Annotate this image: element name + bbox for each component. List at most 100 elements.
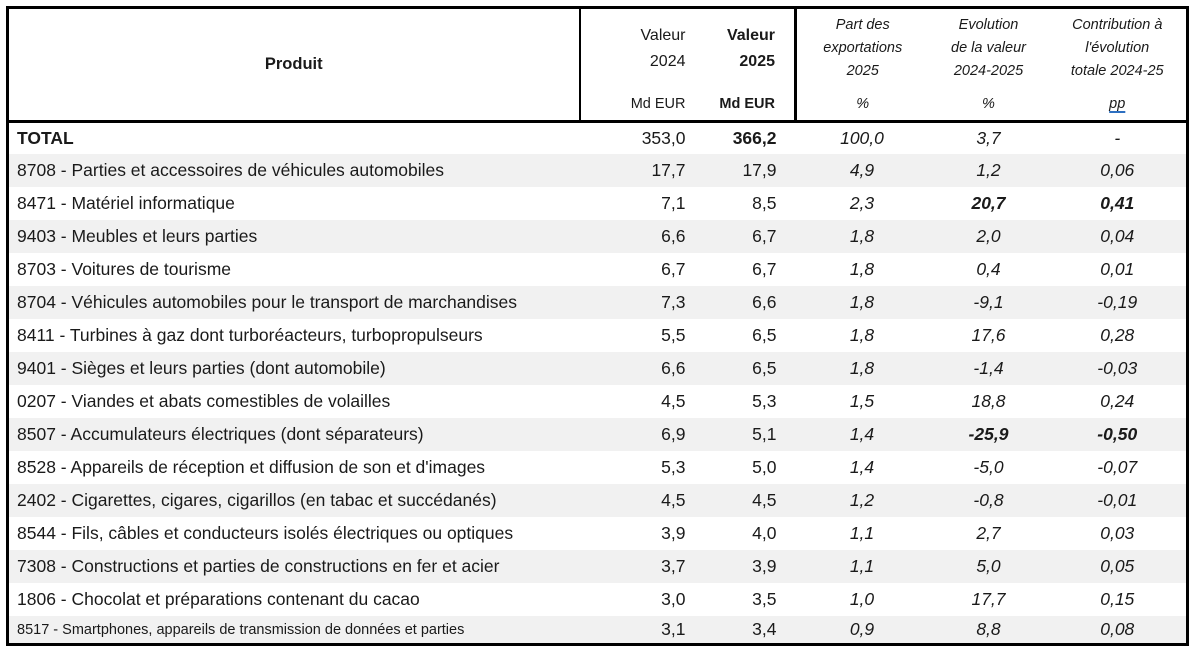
cell-contribution: 0,05 bbox=[1100, 556, 1135, 576]
cell-valeur-2025: 6,5 bbox=[752, 325, 777, 345]
cell-valeur-2025: 4,0 bbox=[752, 523, 777, 543]
exports-by-product-table: Produit Valeur 2024 Md EUR bbox=[6, 6, 1189, 646]
cell-contribution: 0,01 bbox=[1100, 259, 1135, 279]
col-header-contribution: Contribution à l'évolution totale 2024-2… bbox=[1048, 7, 1188, 123]
cell-valeur-2025: 8,5 bbox=[752, 193, 777, 213]
cell-valeur-2024: 6,6 bbox=[661, 226, 686, 246]
table-row: 9403 - Meubles et leurs parties 6,6 6,7 1,8… bbox=[7, 220, 1188, 253]
cell-valeur-2024: 3,9 bbox=[661, 523, 686, 543]
header-evolution-line3: 2024-2025 bbox=[953, 63, 1024, 79]
cell-valeur-2024: 4,5 bbox=[661, 490, 686, 510]
header-valeur-2024-line2: 2024 bbox=[649, 52, 686, 70]
table-row-total: TOTAL 353,0 366,2 100,0 3,7 - bbox=[8, 122, 1188, 155]
unit-percent-evolution: % bbox=[982, 96, 995, 112]
cell-evolution: 0,4 bbox=[976, 259, 1001, 279]
cell-evolution: 3,7 bbox=[976, 128, 1001, 148]
cell-produit: 1806 - Chocolat et préparations contenan… bbox=[17, 589, 420, 609]
header-valeur-2025-line2: 2025 bbox=[739, 52, 775, 70]
cell-valeur-2025: 4,5 bbox=[752, 490, 777, 510]
cell-valeur-2025: 5,3 bbox=[752, 391, 777, 411]
cell-part-exportations: 1,5 bbox=[849, 391, 875, 411]
cell-valeur-2024: 4,5 bbox=[661, 391, 686, 411]
cell-evolution: -0,8 bbox=[973, 490, 1004, 510]
cell-produit: 8517 - Smartphones, appareils de transmi… bbox=[17, 621, 465, 638]
table-row: 8708 - Parties et accessoires de véhicul… bbox=[7, 154, 1188, 187]
cell-evolution: 17,7 bbox=[971, 589, 1006, 609]
cell-produit: 8411 - Turbines à gaz dont turboréacteur… bbox=[17, 325, 483, 345]
cell-produit: 8544 - Fils, câbles et conducteurs isolé… bbox=[17, 523, 514, 543]
unit-md-eur-2024: Md EUR bbox=[630, 96, 686, 112]
header-contribution-line2: l'évolution bbox=[1085, 40, 1150, 56]
pp-link[interactable]: pp bbox=[1109, 96, 1126, 112]
cell-contribution: -0,07 bbox=[1097, 457, 1138, 477]
unit-md-eur-2025: Md EUR bbox=[719, 96, 775, 112]
cell-valeur-2024: 6,7 bbox=[661, 259, 686, 279]
cell-evolution: -9,1 bbox=[973, 292, 1004, 312]
table-row: 0207 - Viandes et abats comestibles de v… bbox=[8, 385, 1188, 418]
unit-percent-part: % bbox=[856, 96, 870, 112]
header-part-line1: Part des bbox=[835, 17, 890, 33]
cell-valeur-2024: 7,1 bbox=[661, 193, 686, 213]
header-evolution-line1: Evolution bbox=[958, 17, 1019, 33]
table-body: TOTAL 353,0 366,2 100,0 3,7 - 8708 - Parties e… bbox=[7, 122, 1188, 645]
cell-valeur-2025: 3,9 bbox=[752, 556, 777, 576]
cell-contribution: - bbox=[1114, 128, 1121, 148]
cell-valeur-2025: 366,2 bbox=[732, 128, 777, 148]
table-row: 8528 - Appareils de réception et diffusi… bbox=[8, 451, 1188, 484]
cell-part-exportations: 1,1 bbox=[849, 523, 875, 543]
cell-valeur-2025: 5,0 bbox=[752, 457, 777, 477]
cell-valeur-2025: 6,5 bbox=[752, 358, 777, 378]
table-header: Produit Valeur 2024 Md EUR bbox=[7, 7, 1188, 123]
cell-produit: TOTAL bbox=[17, 128, 74, 148]
col-header-valeur-2025: Valeur 2025 Md EUR bbox=[695, 7, 796, 123]
cell-valeur-2024: 7,3 bbox=[661, 292, 686, 312]
cell-evolution: 2,0 bbox=[976, 226, 1001, 246]
cell-contribution: 0,08 bbox=[1100, 619, 1135, 639]
cell-produit: 9403 - Meubles et leurs parties bbox=[17, 226, 258, 246]
cell-evolution: 2,7 bbox=[976, 523, 1001, 543]
cell-contribution: 0,04 bbox=[1100, 226, 1135, 246]
col-header-produit: Produit bbox=[7, 7, 581, 123]
cell-contribution: 0,28 bbox=[1100, 325, 1135, 345]
cell-part-exportations: 100,0 bbox=[840, 128, 884, 148]
cell-produit: 8471 - Matériel informatique bbox=[17, 193, 235, 213]
cell-valeur-2024: 3,0 bbox=[661, 589, 686, 609]
cell-contribution: -0,19 bbox=[1097, 292, 1138, 312]
table-row: 8544 - Fils, câbles et conducteurs isolé… bbox=[8, 517, 1188, 550]
table-row: 8704 - Véhicules automobiles pour le tra… bbox=[7, 286, 1188, 319]
cell-part-exportations: 1,4 bbox=[849, 457, 875, 477]
cell-produit: 0207 - Viandes et abats comestibles de v… bbox=[17, 391, 391, 411]
cell-produit: 8703 - Voitures de tourisme bbox=[17, 259, 232, 279]
header-valeur-2024-line1: Valeur bbox=[640, 26, 686, 44]
table-row: 8507 - Accumulateurs électriques (dont s… bbox=[7, 418, 1188, 451]
cell-produit: 2402 - Cigarettes, cigares, cigarillos (… bbox=[17, 490, 497, 510]
cell-evolution: -1,4 bbox=[973, 358, 1004, 378]
cell-part-exportations: 1,0 bbox=[849, 589, 875, 609]
cell-produit: 8528 - Appareils de réception et diffusi… bbox=[17, 457, 486, 477]
cell-part-exportations: 0,9 bbox=[849, 619, 875, 639]
cell-evolution: 5,0 bbox=[976, 556, 1001, 576]
cell-valeur-2025: 3,4 bbox=[752, 619, 777, 639]
col-header-part-exportations: Part des exportations 2025 % bbox=[794, 7, 929, 123]
cell-contribution: 0,03 bbox=[1100, 523, 1135, 543]
cell-evolution: 1,2 bbox=[976, 160, 1001, 180]
header-part-line2: exportations bbox=[823, 40, 903, 56]
cell-evolution: -5,0 bbox=[973, 457, 1004, 477]
cell-valeur-2025: 6,7 bbox=[752, 259, 777, 279]
cell-valeur-2025: 6,7 bbox=[752, 226, 777, 246]
cell-produit: 8704 - Véhicules automobiles pour le tra… bbox=[17, 292, 518, 312]
table-row: 8517 - Smartphones, appareils de transmi… bbox=[7, 616, 1188, 645]
cell-part-exportations: 1,8 bbox=[849, 226, 875, 246]
header-contribution-line3: totale 2024-25 bbox=[1070, 63, 1164, 79]
cell-contribution: 0,15 bbox=[1100, 589, 1135, 609]
col-header-valeur-2024: Valeur 2024 Md EUR bbox=[579, 7, 696, 123]
header-row: Produit Valeur 2024 Md EUR bbox=[7, 7, 1188, 123]
cell-part-exportations: 1,8 bbox=[849, 259, 875, 279]
cell-valeur-2024: 3,7 bbox=[661, 556, 686, 576]
cell-valeur-2024: 5,3 bbox=[661, 457, 686, 477]
header-contribution-line1: Contribution à bbox=[1072, 17, 1163, 33]
cell-part-exportations: 1,2 bbox=[849, 490, 875, 510]
header-valeur-2025-line1: Valeur bbox=[726, 26, 775, 44]
cell-valeur-2024: 5,5 bbox=[661, 325, 686, 345]
table-row: 1806 - Chocolat et préparations contenan… bbox=[8, 583, 1188, 616]
